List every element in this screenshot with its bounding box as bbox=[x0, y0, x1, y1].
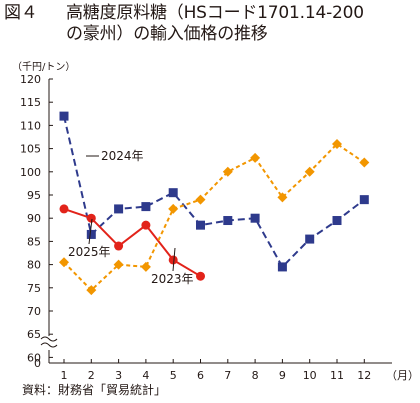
data-point bbox=[86, 229, 96, 239]
data-point bbox=[59, 111, 69, 121]
label-leader-line bbox=[172, 247, 176, 272]
data-point bbox=[59, 257, 69, 268]
axes: （千円/トン）060657075808590951001051101151201… bbox=[12, 61, 419, 382]
x-tick-label: 11 bbox=[330, 369, 344, 382]
data-point bbox=[86, 213, 96, 223]
data-point bbox=[168, 255, 178, 265]
y-tick-label: 60 bbox=[27, 351, 41, 364]
data-point bbox=[277, 192, 288, 203]
y-tick-label: 75 bbox=[27, 282, 41, 295]
chart-title: 図４ 高糖度原料糖（HSコード1701.14-200 の豪州）の輸入価格の推移 bbox=[4, 3, 418, 47]
x-tick-label: 2 bbox=[88, 369, 95, 382]
x-tick-label: 3 bbox=[115, 369, 122, 382]
x-tick-label: 9 bbox=[279, 369, 286, 382]
data-point bbox=[141, 220, 151, 230]
data-point bbox=[114, 241, 124, 251]
x-tick-label: 8 bbox=[252, 369, 259, 382]
data-point bbox=[250, 152, 261, 163]
x-tick-label: 10 bbox=[303, 369, 317, 382]
x-axis-label: （月） bbox=[386, 369, 419, 382]
series-labels: 2024年 2025年 2023年 bbox=[68, 149, 194, 286]
data-point bbox=[168, 203, 179, 214]
data-point bbox=[196, 220, 205, 230]
x-tick-label: 7 bbox=[224, 369, 231, 382]
data-point bbox=[113, 259, 124, 270]
y-tick-label: 100 bbox=[20, 166, 41, 179]
data-point bbox=[250, 213, 260, 223]
y-tick-label: 105 bbox=[20, 143, 41, 156]
y-tick-label: 120 bbox=[20, 73, 41, 86]
figure-title-line2: の豪州）の輸入価格の推移 bbox=[66, 24, 268, 44]
y-tick-label: 110 bbox=[20, 119, 41, 132]
x-tick-label: 5 bbox=[170, 369, 177, 382]
x-tick-label: 6 bbox=[197, 369, 204, 382]
x-tick-label: 1 bbox=[61, 369, 68, 382]
x-tick-label: 4 bbox=[142, 369, 149, 382]
series-markers bbox=[59, 111, 370, 296]
data-point bbox=[59, 204, 69, 214]
axis-break-mark bbox=[40, 336, 58, 342]
data-point bbox=[222, 166, 233, 177]
source-note: 資料：財務省「貿易統計」 bbox=[22, 383, 167, 397]
data-point bbox=[140, 261, 151, 272]
series-label: 2024年 bbox=[101, 149, 144, 163]
data-point bbox=[223, 216, 233, 226]
figure-number: 図４ bbox=[4, 3, 38, 23]
data-point bbox=[196, 271, 205, 281]
y-axis-label: （千円/トン） bbox=[12, 61, 75, 73]
series-lines bbox=[63, 115, 365, 292]
data-point bbox=[86, 285, 97, 296]
y-tick-label: 65 bbox=[27, 328, 41, 341]
data-point bbox=[277, 262, 287, 272]
label-leader-line bbox=[88, 218, 93, 245]
data-point bbox=[359, 157, 370, 168]
x-tick-label: 12 bbox=[357, 369, 371, 382]
series-label: 2023年 bbox=[151, 272, 194, 286]
series-line-2 bbox=[63, 142, 365, 292]
series-label: 2025年 bbox=[68, 245, 111, 259]
y-tick-label: 70 bbox=[27, 305, 41, 318]
data-point bbox=[305, 234, 315, 244]
y-tick-label: 115 bbox=[20, 96, 41, 109]
axis-break-mark bbox=[40, 342, 58, 348]
y-tick-label: 80 bbox=[27, 259, 41, 272]
y-tick-label: 90 bbox=[27, 212, 41, 225]
series-line-1 bbox=[63, 207, 202, 278]
data-point bbox=[141, 202, 151, 212]
data-point bbox=[304, 166, 315, 177]
data-point bbox=[168, 188, 178, 198]
data-point bbox=[332, 138, 342, 149]
y-tick-label: 95 bbox=[27, 189, 41, 202]
data-point bbox=[114, 204, 124, 214]
data-point bbox=[359, 195, 369, 205]
y-tick-label: 0 bbox=[34, 357, 41, 370]
data-point bbox=[195, 194, 206, 205]
figure-title-line1: 高糖度原料糖（HSコード1701.14-200 bbox=[66, 3, 364, 23]
y-tick-label: 85 bbox=[27, 235, 41, 248]
data-point bbox=[332, 216, 342, 226]
